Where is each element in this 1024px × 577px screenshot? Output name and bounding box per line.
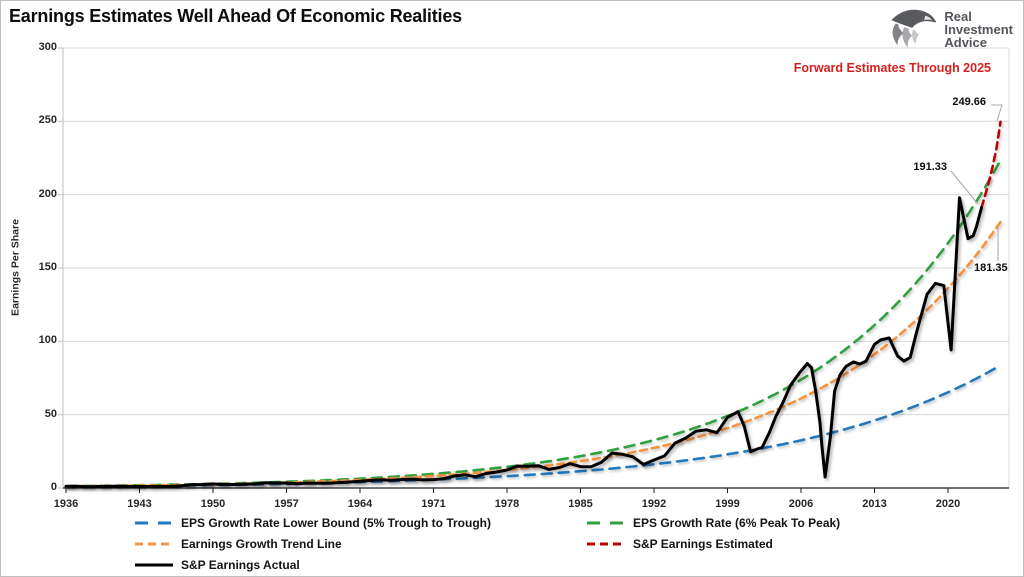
y-tick-label: 50 (44, 407, 57, 420)
estimate-value-callout: 249.66 (952, 96, 986, 108)
legend-label: EPS Growth Rate (6% Peak To Peak) (633, 516, 841, 530)
x-tick-label: 1943 (127, 498, 152, 510)
legend-key-earnings-trend-icon (135, 542, 173, 546)
x-tick-label: 2006 (788, 498, 814, 510)
trend-value-callout: 181.35 (974, 262, 1008, 274)
legend-key-eps-lower-bound-icon (135, 521, 173, 525)
x-tick-label: 1971 (421, 498, 446, 510)
x-tick-label: 1936 (53, 498, 79, 510)
x-tick-label: 1992 (641, 498, 667, 510)
legend-item-eps-lower-bound: EPS Growth Rate Lower Bound (5% Trough t… (134, 515, 491, 531)
chart-title: Earnings Estimates Well Ahead Of Economi… (9, 6, 462, 26)
x-tick-label: 1985 (568, 498, 593, 510)
x-tick-label: 1950 (200, 498, 226, 510)
x-tick-label: 1957 (274, 498, 299, 510)
legend-key-sp-earnings-estimated-icon (587, 542, 625, 546)
forward-estimates-note: Forward Estimates Through 2025 (793, 61, 991, 75)
eagle-icon (887, 5, 939, 54)
y-tick-label: 300 (38, 41, 57, 53)
actual-value-callout: 191.33 (913, 161, 947, 173)
x-tick-label: 2020 (935, 498, 961, 510)
x-tick-label: 1999 (715, 498, 740, 510)
y-tick-label: 100 (38, 334, 57, 347)
logo-line-3: Advice (944, 35, 987, 50)
x-tick-label: 2013 (862, 498, 887, 510)
ria-logo: Real Investment Advice (887, 5, 1013, 54)
legend-label: S&P Earnings Actual (181, 558, 300, 572)
legend-item-sp-earnings-estimated: S&P Earnings Estimated (586, 536, 773, 552)
x-tick-label: 1964 (347, 498, 373, 510)
legend-label: Earnings Growth Trend Line (181, 537, 342, 551)
y-tick-label: 200 (38, 187, 57, 200)
x-tick-label: 1978 (494, 498, 520, 510)
legend-key-eps-peak-to-peak-icon (587, 521, 625, 525)
legend-item-eps-peak-to-peak: EPS Growth Rate (6% Peak To Peak) (586, 515, 840, 531)
legend-label: S&P Earnings Estimated (633, 537, 773, 551)
logo-line-1: Real (944, 9, 972, 24)
logo-text: Real Investment Advice (944, 10, 1013, 49)
y-tick-label: 250 (38, 114, 57, 127)
legend-key-sp-earnings-actual-icon (135, 563, 173, 567)
legend-item-earnings-trend: Earnings Growth Trend Line (134, 536, 342, 552)
y-tick-label: 150 (38, 261, 57, 273)
legend-item-sp-earnings-actual: S&P Earnings Actual (134, 557, 300, 573)
logo-line-2: Investment (944, 22, 1013, 37)
y-tick-label: 0 (50, 481, 57, 493)
legend-label: EPS Growth Rate Lower Bound (5% Trough t… (181, 516, 491, 530)
